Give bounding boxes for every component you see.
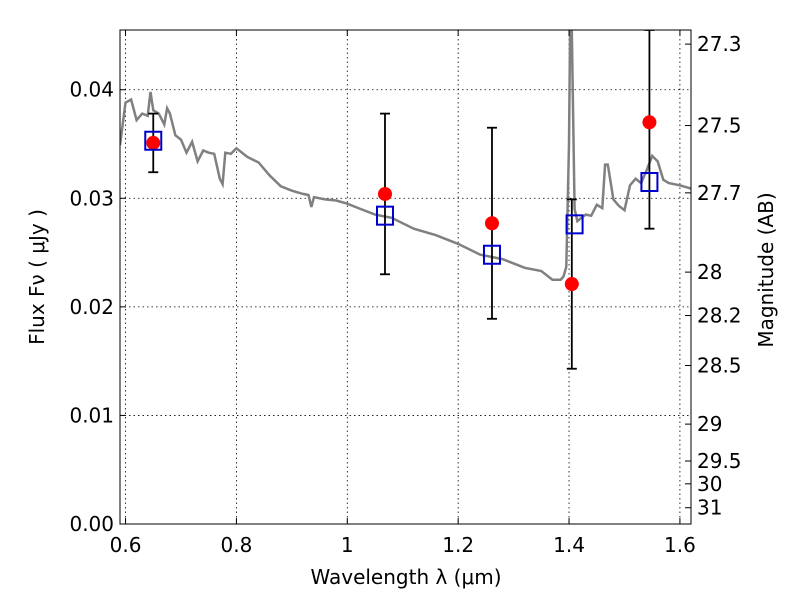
model-flux-square [144,130,163,151]
x-axis-title: Wavelength λ (μm) [310,565,501,589]
model-spectrum-line [120,30,691,281]
x-tick-label: 0.8 [221,533,253,557]
magnitude-axis-title: Magnitude (AB) [754,192,778,347]
x-tick-label: 0.6 [110,533,142,557]
x-tick-label: 1.6 [664,533,696,557]
magnitude-tick-label: 28.2 [697,304,742,328]
magnitude-tick-label: 29.5 [697,449,742,473]
observed-flux-point [642,115,657,130]
model-flux-square [375,205,394,226]
model-flux-square [482,244,501,265]
plot-frame [119,29,692,525]
magnitude-tick-label: 28.5 [697,353,742,377]
y-tick-label: 0.01 [69,403,114,427]
y-tick-label: 0.00 [69,512,114,536]
observed-flux-point [564,277,579,292]
y-axis-title: Flux Fν ( μJy ) [25,209,49,345]
observed-flux-point [146,135,161,150]
model-flux-square [640,172,659,192]
model-spectrum-layer [120,30,691,281]
observed-flux-point [484,216,499,231]
model-flux-square [565,214,584,235]
x-tick-label: 1.2 [442,533,474,557]
y-tick-label: 0.02 [69,295,114,319]
y-tick-label: 0.03 [69,186,114,210]
magnitude-tick-label: 30 [697,472,722,496]
observed-flux-point [377,186,392,201]
magnitude-tick-label: 27.7 [697,181,742,205]
magnitude-tick-label: 28 [697,260,722,284]
magnitude-tick-label: 29 [697,412,722,436]
x-tick-label: 1.4 [553,533,585,557]
data-points-layer [144,115,659,292]
plot-background [120,30,691,524]
magnitude-tick-label: 31 [697,496,722,520]
x-tick-label: 1 [341,533,354,557]
magnitude-tick-label: 27.5 [697,114,742,138]
x-axis-ticks: 0.6 0.8 1 1.2 1.4 1.6 [110,30,696,557]
y-tick-label: 0.04 [69,78,114,102]
y-axis-ticks: 0.00 0.01 0.02 0.03 0.04 [69,78,126,536]
magnitude-tick-label: 27.3 [697,32,742,56]
